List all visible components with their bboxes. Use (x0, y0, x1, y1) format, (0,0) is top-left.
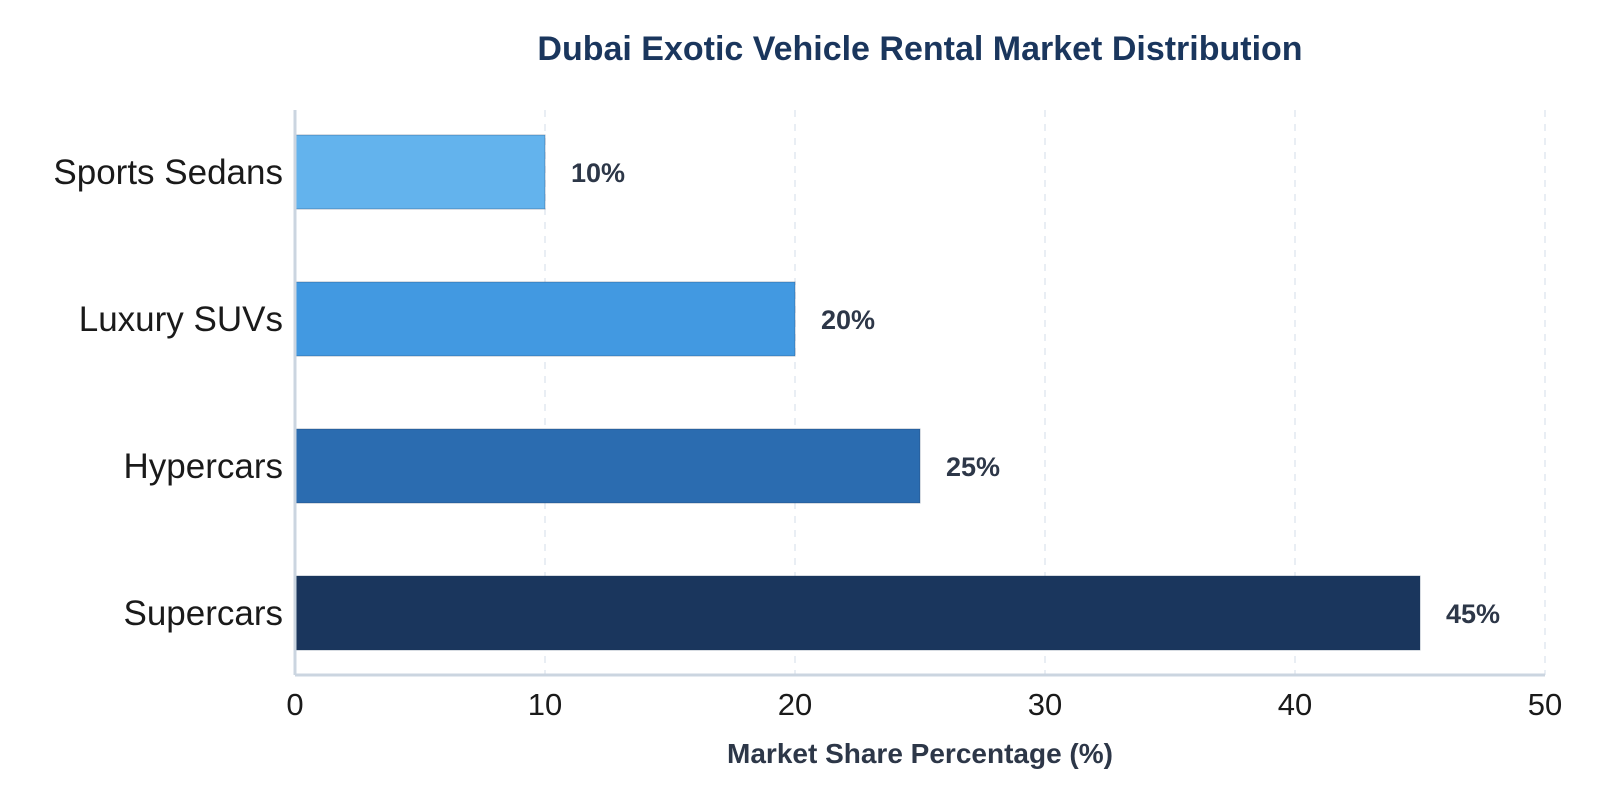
category-label: Supercars (123, 594, 283, 633)
x-tick-label: 10 (528, 687, 562, 722)
value-label: 20% (821, 305, 875, 335)
x-tick-label: 50 (1528, 687, 1562, 722)
bar (294, 575, 1421, 651)
category-label: Sports Sedans (53, 153, 283, 192)
x-tick-label: 20 (778, 687, 812, 722)
labels: 0 10 20 30 40 50 Sports Sedans 10% Luxury SUVs 20… (53, 153, 1562, 722)
grid-lines (544, 110, 1546, 675)
axes (293, 110, 1545, 677)
value-label: 10% (571, 158, 625, 188)
bar (294, 428, 921, 504)
x-axis-title: Market Share Percentage (%) (727, 738, 1113, 769)
x-tick-label: 40 (1278, 687, 1312, 722)
chart-title: Dubai Exotic Vehicle Rental Market Distr… (537, 30, 1302, 68)
category-label: Hypercars (124, 447, 283, 486)
bars (294, 134, 1421, 651)
x-tick-label: 30 (1028, 687, 1062, 722)
bar (294, 281, 796, 357)
value-label: 45% (1446, 599, 1500, 629)
bar (294, 134, 546, 210)
value-label: 25% (946, 452, 1000, 482)
category-label: Luxury SUVs (79, 300, 283, 339)
x-tick-label: 0 (286, 687, 303, 722)
